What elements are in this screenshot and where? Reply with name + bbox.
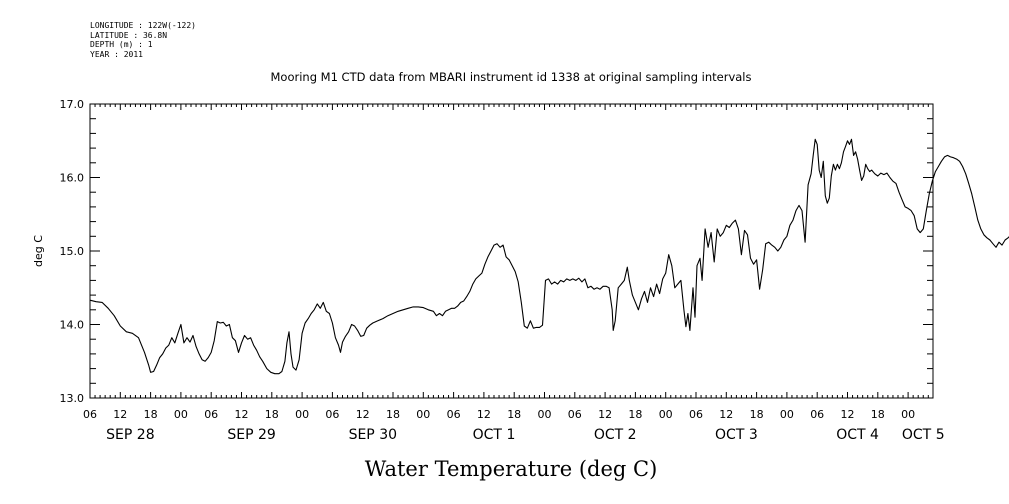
x-hour-label: 12 (235, 408, 249, 421)
x-hour-label: 00 (538, 408, 552, 421)
x-hour-label: 06 (810, 408, 824, 421)
x-hour-label: 06 (83, 408, 97, 421)
x-day-label: SEP 29 (227, 427, 275, 443)
x-hour-label: 18 (144, 408, 158, 421)
y-tick-label: 15.0 (60, 245, 85, 258)
x-hour-label: 18 (265, 408, 279, 421)
x-day-label: OCT 3 (715, 427, 758, 443)
x-hour-label: 00 (901, 408, 915, 421)
x-hour-label: 12 (356, 408, 370, 421)
y-tick-label: 14.0 (60, 319, 85, 332)
x-hour-label: 18 (386, 408, 400, 421)
series-line-water-temperature (89, 138, 1009, 375)
meta-year: YEAR : 2011 (90, 49, 143, 59)
meta-longitude: LONGITUDE : 122W(-122) (90, 21, 196, 30)
x-hour-label: 18 (750, 408, 764, 421)
x-day-label: SEP 30 (349, 427, 397, 443)
x-day-label: OCT 1 (473, 427, 516, 443)
x-hour-label: 12 (598, 408, 612, 421)
y-tick-label: 17.0 (60, 98, 85, 111)
x-hour-label: 06 (689, 408, 703, 421)
x-hour-label: 18 (628, 408, 642, 421)
x-hour-label: 06 (568, 408, 582, 421)
x-hour-label: 12 (841, 408, 855, 421)
x-day-label: SEP 28 (106, 427, 154, 443)
x-hour-label: 00 (174, 408, 188, 421)
x-hour-label: 06 (204, 408, 218, 421)
x-hour-label: 00 (780, 408, 794, 421)
metadata-block: LONGITUDE : 122W(-122) LATITUDE : 36.8N … (90, 21, 196, 59)
x-hour-label: 18 (871, 408, 885, 421)
x-day-label: OCT 4 (836, 427, 879, 443)
y-tick-label: 13.0 (60, 392, 85, 405)
y-tick-label: 16.0 (60, 172, 85, 185)
x-hour-label: 00 (295, 408, 309, 421)
meta-depth: DEPTH (m) : 1 (90, 40, 153, 49)
axes-layer: 13.0 14.0 15.0 16.0 17.0 06 12 18 00 06 12 18 00 06 12… (60, 98, 945, 443)
x-hour-label: 12 (477, 408, 491, 421)
x-hour-label: 00 (659, 408, 673, 421)
x-day-label: OCT 5 (902, 427, 945, 443)
y-axis-label: deg C (32, 235, 45, 267)
x-hour-label: 06 (447, 408, 461, 421)
x-hour-label: 06 (325, 408, 339, 421)
x-hour-label: 18 (507, 408, 521, 421)
x-day-label: OCT 2 (594, 427, 637, 443)
meta-latitude: LATITUDE : 36.8N (90, 30, 168, 40)
chart-title: Mooring M1 CTD data from MBARI instrumen… (271, 70, 752, 84)
x-hour-label: 12 (113, 408, 127, 421)
x-axis-label: Water Temperature (deg C) (365, 457, 658, 481)
series-layer (89, 138, 1009, 375)
plot-frame (89, 103, 934, 399)
x-hour-label: 00 (416, 408, 430, 421)
x-hour-label: 12 (719, 408, 733, 421)
